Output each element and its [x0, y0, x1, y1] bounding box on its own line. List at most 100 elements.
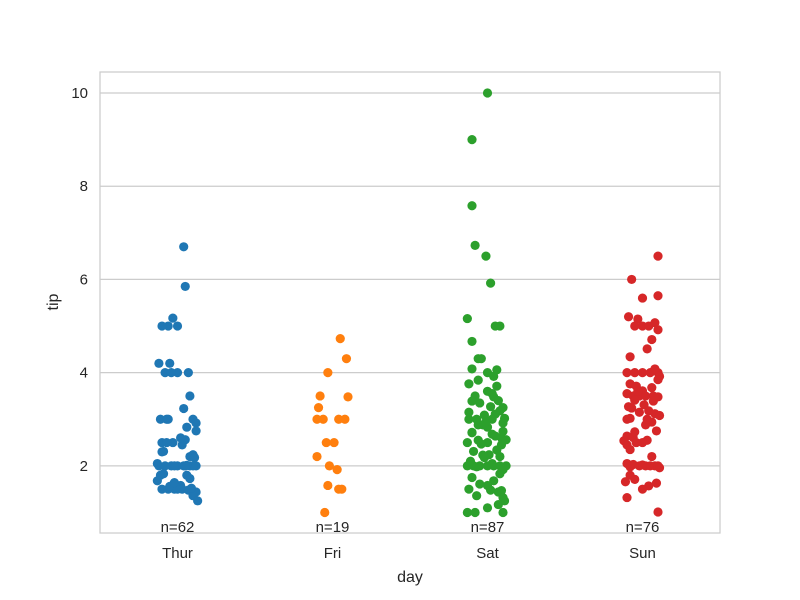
- y-tick-label: 10: [71, 85, 88, 102]
- data-point: [467, 134, 477, 145]
- data-point: [653, 251, 663, 261]
- data-point: [476, 354, 486, 364]
- data-point: [165, 358, 175, 368]
- data-point: [315, 391, 325, 401]
- data-point: [637, 460, 648, 470]
- data-point: [633, 314, 643, 324]
- data-point: [464, 414, 474, 424]
- data-point: [650, 318, 660, 328]
- data-point: [476, 439, 486, 449]
- data-point: [158, 446, 169, 457]
- count-labels: n=62 n=19 n=87 n=76: [161, 519, 660, 536]
- data-point: [323, 368, 333, 378]
- data-point: [627, 274, 637, 285]
- data-point: [465, 456, 476, 466]
- data-point: [478, 450, 488, 460]
- x-tick-label: Sat: [476, 545, 499, 562]
- data-point: [163, 414, 173, 424]
- data-point: [647, 382, 657, 393]
- data-point: [630, 368, 640, 378]
- data-point: [179, 242, 189, 252]
- data-point: [622, 414, 632, 424]
- data-point: [647, 334, 657, 345]
- data-point: [179, 403, 189, 414]
- data-point: [625, 444, 635, 455]
- data-point: [462, 437, 472, 448]
- data-point: [473, 420, 483, 430]
- data-point: [475, 479, 485, 489]
- data-point: [623, 312, 634, 322]
- data-point: [642, 344, 652, 354]
- count-label: n=19: [316, 519, 350, 536]
- data-point: [162, 437, 172, 448]
- data-point: [487, 389, 497, 399]
- data-point: [169, 461, 179, 471]
- data-point: [634, 407, 645, 417]
- data-point: [498, 403, 508, 413]
- data-point: [622, 492, 632, 503]
- y-tick-label: 6: [80, 271, 88, 288]
- data-point: [462, 313, 472, 324]
- data-point: [630, 395, 640, 405]
- data-point: [637, 368, 648, 378]
- data-point: [620, 477, 631, 487]
- data-point: [467, 472, 477, 483]
- data-points: [152, 88, 665, 518]
- data-point: [467, 201, 477, 211]
- data-point: [337, 484, 347, 494]
- y-tick-label: 8: [80, 178, 88, 195]
- data-point: [470, 240, 480, 250]
- data-point: [185, 391, 195, 401]
- data-point: [495, 321, 505, 331]
- data-point: [654, 463, 665, 473]
- data-point: [464, 484, 474, 494]
- x-tick-label: Fri: [324, 545, 342, 562]
- data-point: [630, 321, 640, 331]
- data-point: [169, 478, 179, 488]
- data-point: [625, 462, 635, 472]
- data-point: [341, 354, 352, 364]
- data-point: [467, 364, 477, 374]
- data-point: [193, 496, 203, 506]
- data-point: [470, 507, 480, 518]
- data-point: [651, 478, 662, 488]
- data-point: [625, 352, 635, 362]
- data-point: [464, 379, 474, 389]
- data-point: [650, 364, 660, 374]
- plot-frame: [99, 71, 721, 534]
- data-point: [467, 336, 477, 347]
- data-point: [189, 452, 200, 463]
- y-tick-label: 2: [80, 458, 88, 475]
- data-point: [486, 402, 496, 412]
- data-point: [157, 321, 167, 331]
- data-point: [499, 413, 510, 423]
- x-tick-label: Sun: [629, 545, 656, 562]
- data-point: [493, 499, 503, 510]
- data-point: [155, 470, 166, 480]
- data-point: [313, 403, 324, 413]
- data-point: [482, 503, 493, 513]
- data-point: [487, 429, 497, 439]
- data-point: [172, 321, 183, 331]
- x-axis-label: day: [397, 569, 423, 586]
- data-point: [318, 414, 328, 424]
- data-point: [321, 437, 331, 448]
- data-point: [468, 446, 479, 457]
- x-tick-labels: Thur Fri Sat Sun: [162, 545, 656, 562]
- y-gridlines: [100, 92, 720, 467]
- data-point: [467, 396, 477, 406]
- data-point: [653, 325, 663, 335]
- x-tick-label: Thur: [162, 545, 193, 562]
- data-point: [482, 480, 493, 491]
- data-point: [191, 418, 201, 428]
- data-point: [475, 398, 485, 408]
- data-point: [176, 433, 186, 443]
- data-point: [472, 491, 482, 501]
- count-label: n=87: [471, 519, 505, 536]
- data-point: [191, 426, 201, 436]
- y-tick-labels: 2 4 6 8 10: [71, 85, 88, 475]
- data-point: [486, 278, 496, 288]
- data-point: [186, 483, 197, 493]
- data-point: [320, 507, 330, 518]
